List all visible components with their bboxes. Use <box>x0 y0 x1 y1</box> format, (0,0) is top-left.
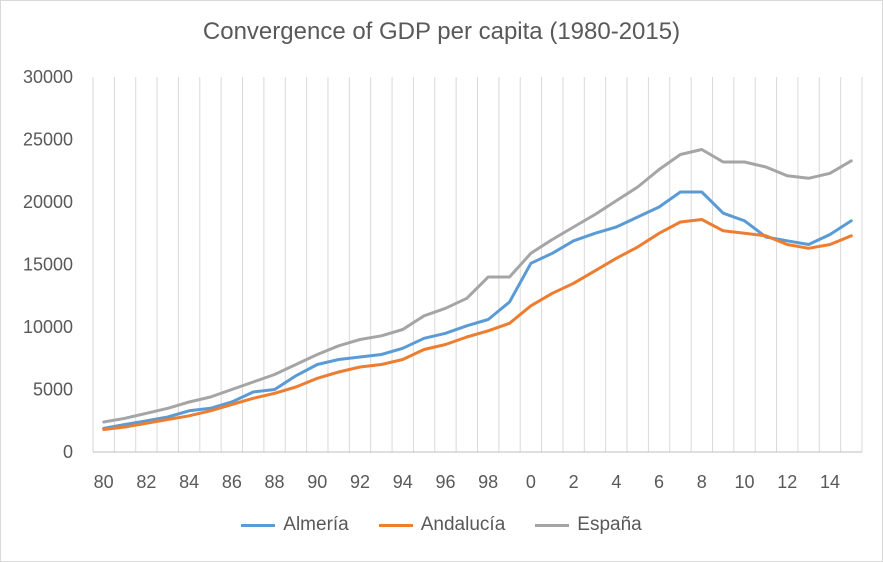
x-tick-label: 80 <box>94 472 114 492</box>
y-tick-label: 0 <box>63 442 73 462</box>
x-tick-label: 84 <box>179 472 199 492</box>
legend-item: Andalucía <box>378 514 506 536</box>
y-tick-label: 25000 <box>23 130 73 150</box>
legend-swatch <box>378 523 413 527</box>
x-tick-label: 14 <box>820 472 840 492</box>
legend-swatch <box>241 523 276 527</box>
x-tick-label: 90 <box>307 472 327 492</box>
y-tick-label: 5000 <box>33 380 73 400</box>
y-axis: 0 5000 10000 15000 20000 25000 30000 <box>23 67 73 462</box>
y-tick-label: 30000 <box>23 67 73 87</box>
y-tick-label: 20000 <box>23 192 73 212</box>
y-tick-label: 10000 <box>23 317 73 337</box>
legend-item: España <box>535 514 642 536</box>
x-tick-label: 12 <box>777 472 797 492</box>
y-tick-label: 15000 <box>23 255 73 275</box>
x-tick-label: 6 <box>654 472 664 492</box>
legend-swatch <box>535 523 570 527</box>
x-tick-label: 92 <box>350 472 370 492</box>
legend-label: Almería <box>283 514 349 535</box>
chart-title: Convergence of GDP per capita (1980-2015… <box>202 18 681 45</box>
x-axis: 80 82 84 86 88 90 92 94 96 98 0 2 4 6 8 10 12 14 <box>93 451 862 492</box>
x-tick-label: 2 <box>569 472 579 492</box>
legend-label: España <box>577 514 642 535</box>
x-tick-label: 96 <box>435 472 455 492</box>
x-tick-label: 98 <box>478 472 498 492</box>
x-tick-label: 86 <box>222 472 242 492</box>
x-tick-label: 94 <box>393 472 413 492</box>
series-lines <box>102 148 853 431</box>
x-tick-label: 88 <box>265 472 285 492</box>
legend: Almería Andalucía España <box>0 514 883 536</box>
legend-item: Almería <box>241 514 349 536</box>
grid-lines <box>92 77 863 452</box>
x-tick-label: 0 <box>526 472 536 492</box>
legend-label: Andalucía <box>420 514 506 535</box>
x-tick-label: 10 <box>734 472 754 492</box>
series-line-españa <box>102 148 853 424</box>
series-line-andalucía <box>102 218 853 431</box>
x-tick-label: 8 <box>697 472 707 492</box>
x-tick-label: 82 <box>136 472 156 492</box>
x-tick-label: 4 <box>611 472 621 492</box>
series-line-almería <box>102 190 853 430</box>
